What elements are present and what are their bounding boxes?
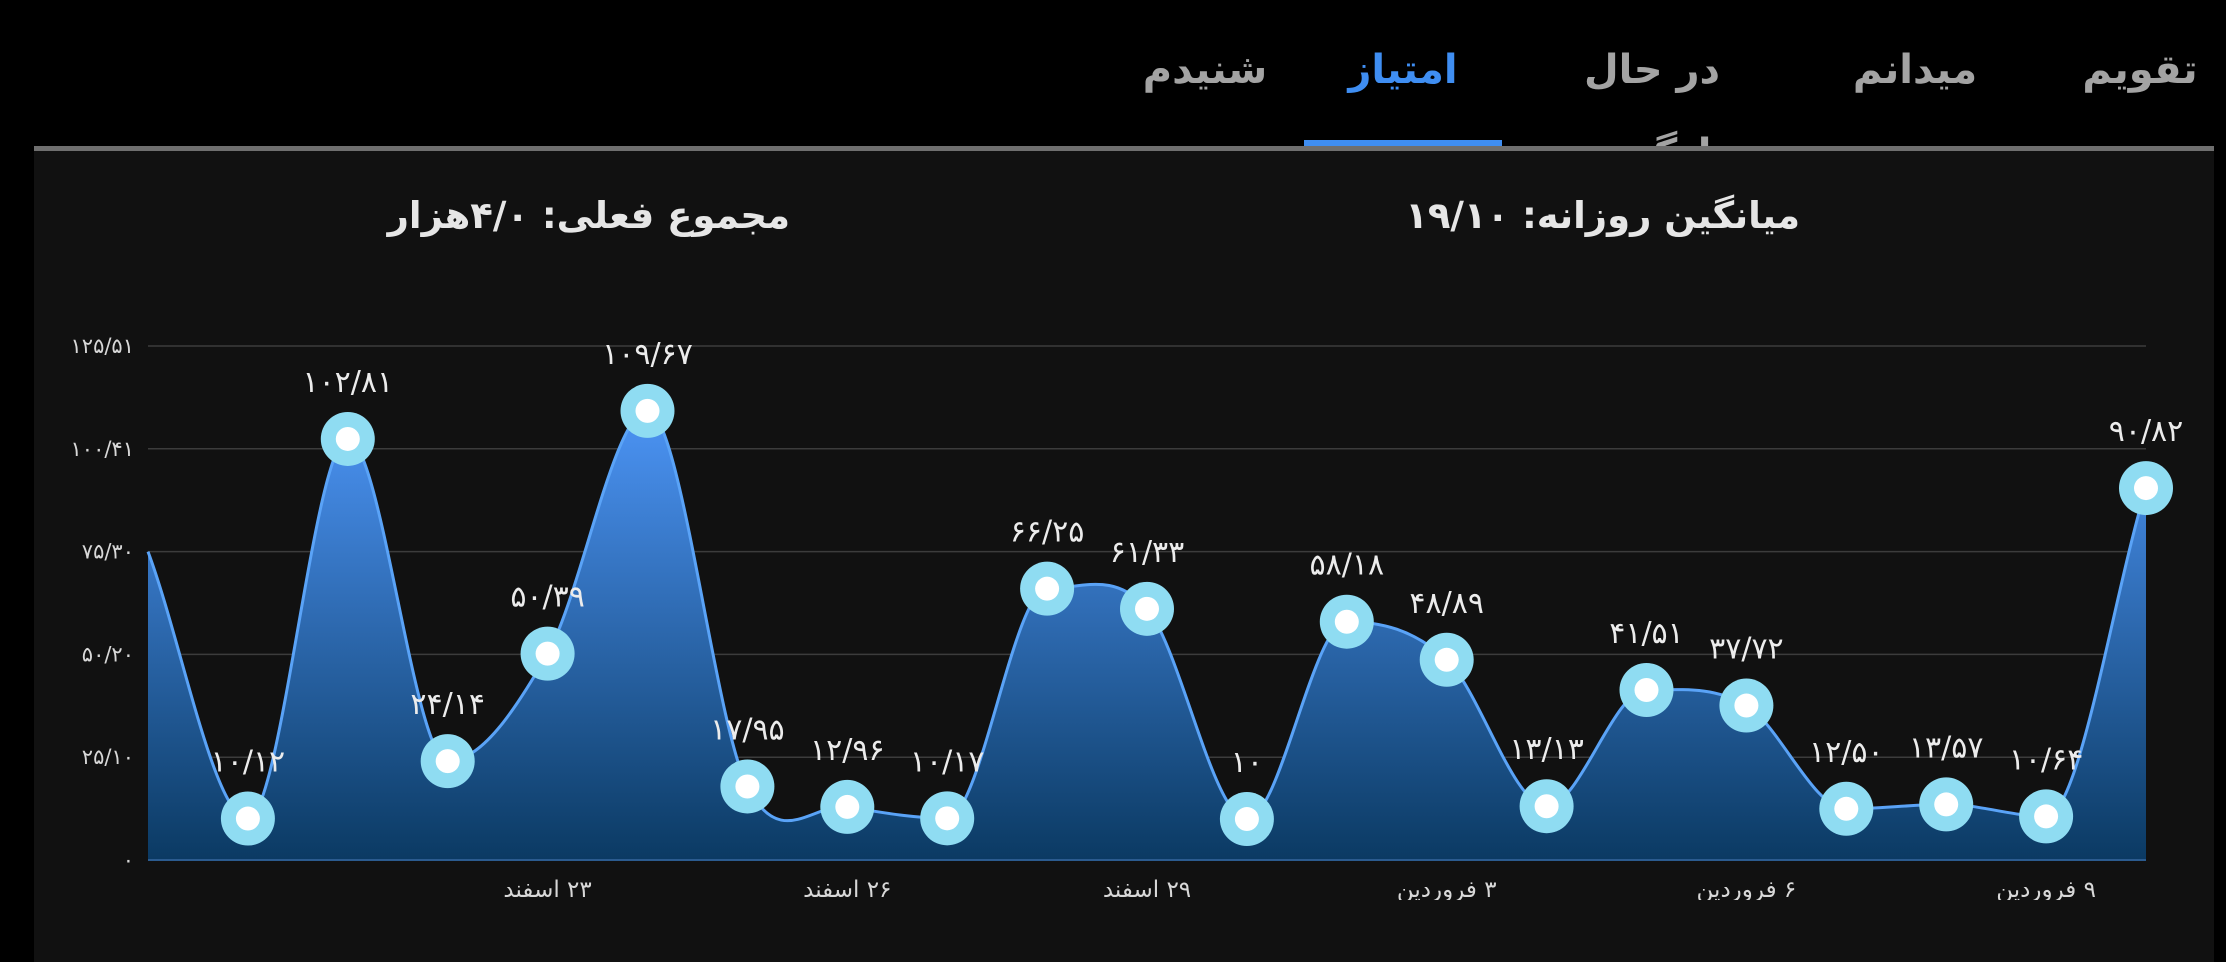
x-tick-label: ۹ فروردین: [1996, 877, 2096, 900]
data-point-center: [1434, 647, 1459, 672]
data-label: ۴۱/۵۱: [1609, 616, 1684, 651]
chart-point-labels: ۱۰/۱۲ ۱۰۲/۸۱ ۲۴/۱۴ ۵۰/۳۹ ۱۰۹/۶۷ ۱۷/۹۵ ۱۲/۹۶ ۱۰/…: [211, 337, 2184, 780]
tab-divider: [34, 146, 2214, 151]
data-point-center: [1834, 796, 1859, 821]
data-label: ۹۰/۸۲: [2109, 414, 2184, 449]
y-tick-label: ۱۰۰/۴۱: [71, 437, 134, 461]
data-point[interactable]: [1919, 777, 1974, 832]
data-point[interactable]: [1419, 632, 1474, 687]
data-point-center: [1334, 609, 1359, 634]
data-label: ۲۴/۱۴: [410, 687, 485, 722]
tab-i-know[interactable]: میدانم: [1852, 47, 1978, 93]
data-label: ۱۰/۱۷: [910, 744, 985, 779]
x-tick-label: ۲۳ اسفند: [503, 877, 591, 900]
data-label: ۳۷/۷۲: [1709, 632, 1784, 667]
x-tick-label: ۲۶ اسفند: [803, 877, 891, 900]
x-tick-label: ۳ فروردین: [1397, 877, 1497, 900]
data-point[interactable]: [420, 734, 475, 789]
data-point-center: [835, 794, 860, 819]
data-point[interactable]: [820, 779, 875, 834]
data-point-center: [2134, 476, 2158, 501]
tab-heard[interactable]: شنیدم: [1142, 47, 1268, 93]
data-point-center: [935, 806, 960, 831]
data-label: ۵۸/۱۸: [1310, 548, 1385, 583]
tab-learning[interactable]: در حال یادگیری: [1576, 47, 1728, 177]
data-label: ۱۲/۵۰: [1809, 735, 1884, 770]
tab-bar: تقویم میدانم در حال یادگیری امتیاز شنیدم: [0, 0, 2226, 177]
data-point-center: [1035, 576, 1060, 601]
data-point-center: [435, 749, 460, 774]
points-area-chart: ۰ ۲۵/۱۰ ۵۰/۲۰ ۷۵/۳۰ ۱۰۰/۴۱ ۱۲۵/۵۱ ۲۳ اسفند ۲۶ ا…: [71, 334, 2184, 900]
data-point-center: [335, 426, 360, 451]
data-point[interactable]: [1020, 561, 1075, 616]
data-point[interactable]: [1619, 663, 1674, 718]
data-point[interactable]: [620, 383, 675, 438]
data-point-center: [735, 774, 760, 799]
x-tick-label: ۶ فروردین: [1697, 877, 1797, 900]
y-tick-label: ۲۵/۱۰: [82, 745, 134, 769]
data-point[interactable]: [520, 626, 575, 681]
current-total-stat: مجموع فعلی: ۴/۰هزار: [387, 194, 790, 237]
data-label: ۵۰/۳۹: [510, 580, 585, 615]
x-tick-label: ۲۹ اسفند: [1103, 877, 1191, 900]
data-point[interactable]: [1120, 581, 1174, 636]
data-label: ۱۳/۱۳: [1509, 732, 1584, 767]
data-point[interactable]: [920, 791, 975, 846]
tab-calendar[interactable]: تقویم: [2082, 47, 2198, 93]
y-tick-label: ۰: [123, 848, 134, 872]
data-point[interactable]: [220, 791, 275, 846]
data-point[interactable]: [1219, 792, 1274, 847]
data-point-center: [635, 398, 660, 423]
data-point[interactable]: [1819, 781, 1874, 836]
data-point-center: [1135, 596, 1159, 621]
data-point-center: [235, 806, 260, 831]
data-point[interactable]: [720, 759, 775, 814]
data-point-center: [2034, 804, 2059, 829]
data-label: ۱۰۹/۶۷: [602, 337, 693, 372]
data-point[interactable]: [2119, 461, 2173, 516]
data-label: ۶۱/۳۳: [1110, 535, 1185, 570]
data-label: ۱۰/۱۲: [211, 745, 286, 780]
data-point-center: [535, 641, 560, 666]
data-point-center: [1634, 678, 1659, 703]
data-point-center: [1934, 792, 1959, 817]
data-label: ۶۶/۲۵: [1010, 515, 1085, 550]
data-point[interactable]: [1719, 678, 1774, 733]
data-point-center: [1534, 794, 1559, 819]
data-label: ۱۰: [1231, 745, 1263, 780]
chart-axes: ۰ ۲۵/۱۰ ۵۰/۲۰ ۷۵/۳۰ ۱۰۰/۴۱ ۱۲۵/۵۱ ۲۳ اسفند ۲۶ ا…: [71, 334, 2146, 900]
active-tab-indicator: [1304, 140, 1502, 148]
chart-markers: [220, 383, 2173, 847]
data-label: ۱۲/۹۶: [810, 733, 885, 768]
data-label: ۱۰/۶۴: [2009, 742, 2084, 777]
y-tick-label: ۱۲۵/۵۱: [71, 334, 134, 358]
data-label: ۱۷/۹۵: [710, 712, 785, 747]
daily-average-stat: میانگین روزانه: ۱۹/۱۰: [1405, 194, 1800, 237]
data-point[interactable]: [320, 411, 375, 466]
y-tick-label: ۵۰/۲۰: [82, 642, 134, 666]
data-label: ۱۳/۵۷: [1909, 730, 1984, 765]
data-point[interactable]: [1519, 779, 1574, 834]
tab-points[interactable]: امتیاز: [1348, 47, 1458, 93]
data-point[interactable]: [2019, 789, 2074, 844]
data-point-center: [1234, 807, 1259, 832]
y-tick-label: ۷۵/۳۰: [82, 540, 134, 564]
data-label: ۱۰۲/۸۱: [302, 365, 393, 400]
data-point[interactable]: [1319, 594, 1374, 649]
data-label: ۴۸/۸۹: [1409, 586, 1484, 621]
data-point-center: [1734, 693, 1759, 718]
